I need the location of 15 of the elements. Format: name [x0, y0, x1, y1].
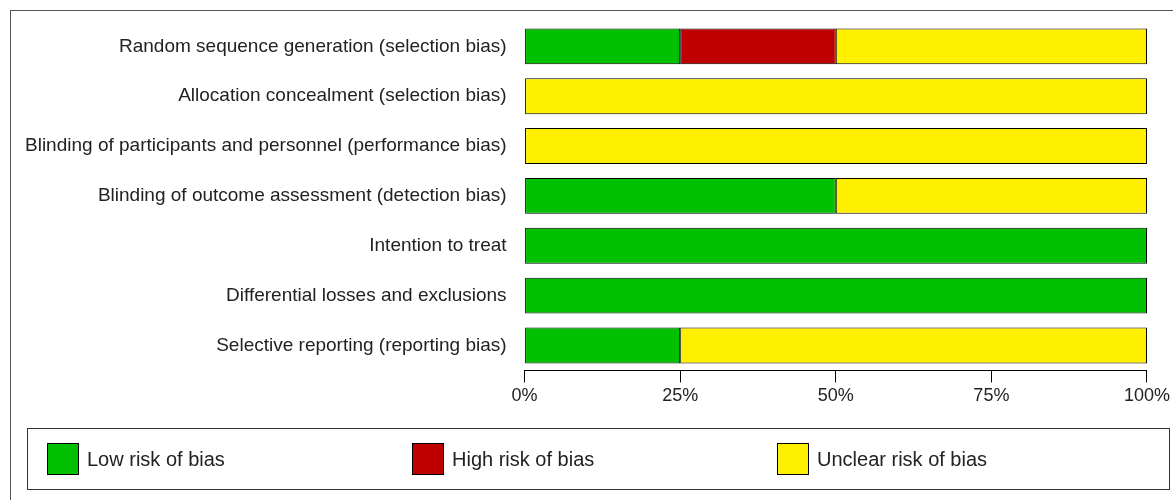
y-tick-label: Blinding of outcome assessment (detection bias)	[97, 184, 507, 206]
x-tick-label: 50%	[817, 385, 854, 406]
y-tick-label: Selective reporting (reporting bias)	[216, 333, 507, 355]
x-tick-label: 75%	[973, 385, 1010, 406]
y-tick-label: Intention to treat	[369, 233, 508, 255]
x-tick-label: 100%	[1123, 385, 1170, 406]
y-tick-label: Random sequence generation (selection bias)	[118, 34, 507, 56]
legend-label: High risk of bias	[452, 447, 595, 471]
legend-label: Unclear risk of bias	[817, 447, 988, 471]
y-tick-label: Allocation concealment (selection bias)	[178, 84, 507, 106]
y-tick-label: Differential losses and exclusions	[226, 283, 507, 305]
y-tick-label: Blinding of participants and personnel (performance bias)	[25, 134, 507, 156]
legend-label: Low risk of bias	[87, 447, 225, 471]
x-tick-label: 25%	[662, 385, 699, 406]
x-tick-label: 0%	[511, 385, 538, 406]
